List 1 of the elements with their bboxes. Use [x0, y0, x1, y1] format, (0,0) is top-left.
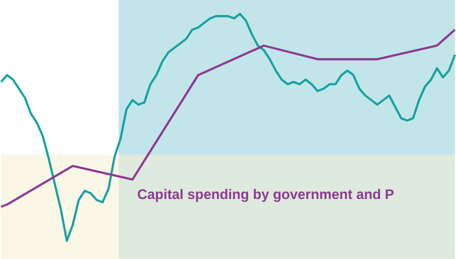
- series-label: Capital spending by government and P: [138, 188, 394, 202]
